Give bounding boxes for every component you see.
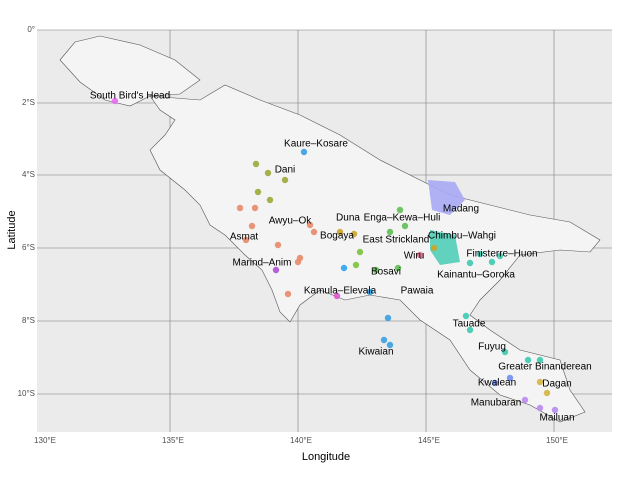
language-dot — [252, 160, 260, 168]
language-dot — [380, 336, 388, 344]
language-dot — [466, 259, 474, 267]
y-tick-label: 6°S — [22, 243, 35, 252]
language-dot — [488, 258, 496, 266]
birds-head — [59, 35, 201, 107]
language-dot — [300, 148, 308, 156]
language-label: Wiru — [404, 251, 425, 262]
x-tick-label: 135°E — [162, 436, 184, 445]
language-label: Bogaya — [320, 231, 354, 242]
language-dot — [350, 230, 358, 238]
language-dot — [254, 188, 262, 196]
language-dot — [266, 196, 274, 204]
language-label: Manubaran — [471, 398, 522, 409]
language-dot — [366, 288, 374, 296]
language-label: Bosavi — [371, 267, 401, 278]
y-tick-label: 0° — [27, 25, 35, 34]
y-tick-label: 8°S — [22, 316, 35, 325]
x-tick-label: 145°E — [418, 436, 440, 445]
language-dot — [524, 356, 532, 364]
language-dot — [501, 348, 509, 356]
language-label: Kaure–Kosare — [284, 139, 348, 150]
language-dot — [372, 266, 380, 274]
language-label: Duna — [336, 213, 360, 224]
language-label: Awyu–Ok — [269, 216, 313, 227]
language-label: Dagan — [542, 379, 571, 390]
language-label: Marind–Anim — [233, 258, 292, 269]
language-dot — [386, 228, 394, 236]
y-tick-label: 4°S — [22, 170, 35, 179]
language-dot — [521, 396, 529, 404]
x-tick-label: 130°E — [34, 436, 56, 445]
language-label: Kainantu–Goroka — [437, 270, 515, 281]
language-dot — [281, 176, 289, 184]
language-dot — [536, 356, 544, 364]
language-dot — [248, 222, 256, 230]
language-dot — [396, 206, 404, 214]
language-dot — [401, 222, 409, 230]
language-dot — [536, 404, 544, 412]
language-dot — [384, 314, 392, 322]
language-dot — [356, 248, 364, 256]
language-label: Enga–Kewa–Huli — [364, 213, 441, 224]
x-tick-label: 150°E — [546, 436, 568, 445]
language-dot — [284, 290, 292, 298]
language-dot — [340, 264, 348, 272]
x-axis-title: Longitude — [302, 451, 350, 463]
language-label: Asmat — [230, 232, 259, 243]
language-dot — [236, 204, 244, 212]
language-label: Mailuan — [539, 413, 574, 424]
kainantu-area — [430, 230, 460, 265]
y-tick-label: 2°S — [22, 98, 35, 107]
language-dot — [111, 97, 119, 105]
language-dot — [251, 204, 259, 212]
y-axis-title: Latitude — [6, 210, 18, 249]
language-label: Madang — [443, 204, 479, 215]
language-dot — [491, 379, 499, 387]
labels: South Bird's Head Kaure–Kosare Dani Madang D… — [90, 91, 592, 424]
language-dot — [462, 312, 470, 320]
language-label: Chimbu–Wahgi — [428, 231, 496, 242]
language-label: Fuyug — [478, 342, 506, 353]
language-label: Kiwaian — [358, 347, 393, 358]
language-dot — [306, 221, 314, 229]
language-label: South Bird's Head — [90, 91, 170, 102]
language-dot — [274, 241, 282, 249]
madang-area — [428, 180, 465, 215]
language-label: Dani — [275, 165, 296, 176]
language-dot — [336, 228, 344, 236]
language-label: Pawaia — [401, 286, 434, 297]
language-dot — [466, 326, 474, 334]
language-dot — [543, 389, 551, 397]
language-dot — [476, 250, 484, 258]
language-dot — [496, 252, 504, 260]
language-dot — [430, 244, 438, 252]
language-label: Kamula–Elevala — [304, 286, 377, 297]
language-dot — [536, 378, 544, 386]
language-dot — [352, 261, 360, 269]
language-dot — [386, 341, 394, 349]
language-dot — [264, 169, 272, 177]
language-label: East Strickland — [363, 235, 430, 246]
language-label: Tauade — [453, 319, 486, 330]
language-dot — [333, 292, 341, 300]
language-dot — [242, 236, 250, 244]
language-dot — [416, 251, 424, 259]
y-tick-label: 10°S — [18, 389, 35, 398]
language-dot — [310, 228, 318, 236]
language-dot — [272, 266, 280, 274]
x-tick-label: 140°E — [290, 436, 312, 445]
language-label: Kwalean — [478, 378, 516, 389]
language-dot — [506, 374, 514, 382]
language-dot — [294, 258, 302, 266]
language-dot — [551, 406, 559, 414]
dots — [111, 97, 559, 414]
language-dot — [394, 264, 402, 272]
language-label: Greater Binanderean — [498, 362, 591, 373]
language-label: Finisterre–Huon — [466, 249, 537, 260]
